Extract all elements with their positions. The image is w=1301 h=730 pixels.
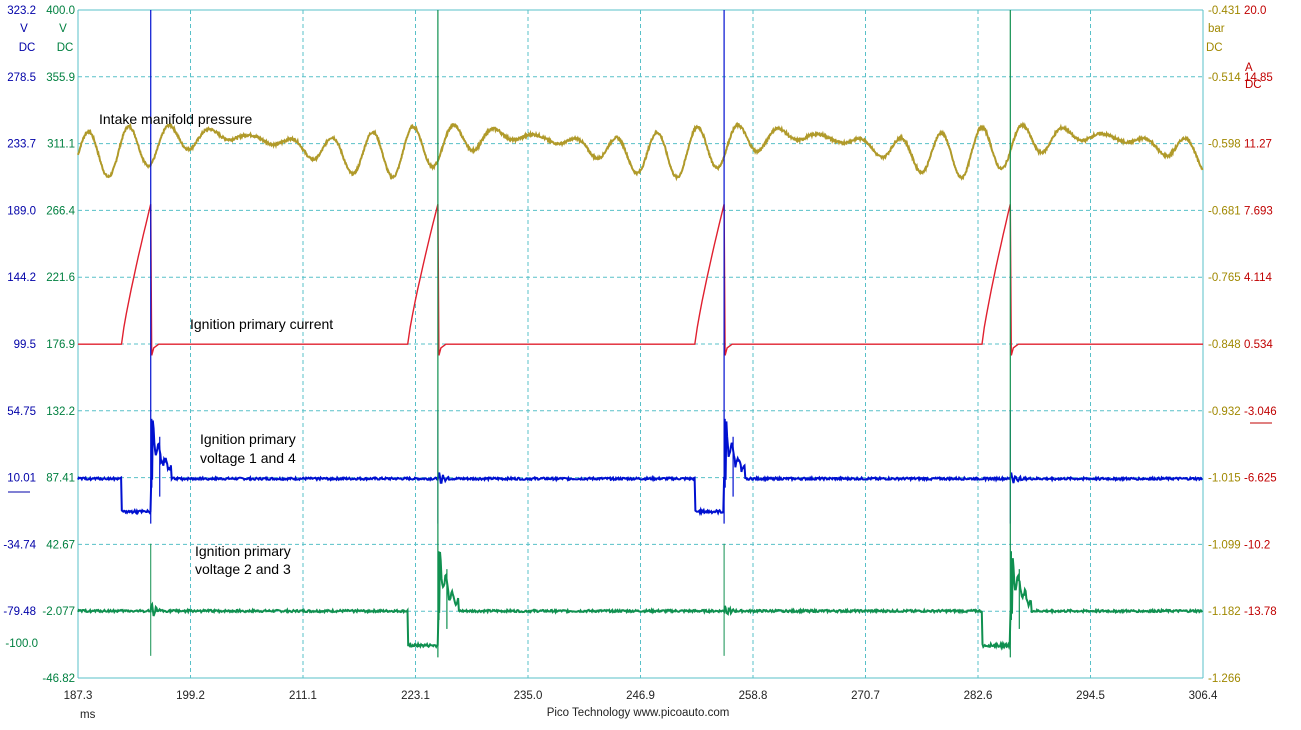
series-label-intake: Intake manifold pressure: [99, 111, 253, 127]
series-label-current: Ignition primary current: [190, 316, 333, 332]
x-tick-label: 294.5: [1076, 690, 1105, 702]
y-tick-label: -1.182: [1208, 606, 1241, 618]
y-tick-label: -1.099: [1208, 539, 1241, 551]
y-tick-label: -0.765: [1208, 272, 1241, 284]
x-tick-label: 270.7: [851, 690, 880, 702]
y-unit-label: DC: [19, 42, 36, 54]
y-tick-label: 54.75: [7, 406, 36, 418]
y-tick-label: 355.9: [46, 72, 75, 84]
series-label-v14: Ignition primary: [200, 431, 296, 447]
y-unit-label: DC: [1245, 79, 1262, 91]
y-tick-label: 278.5: [7, 72, 36, 84]
y-unit-label: DC: [57, 42, 74, 54]
y-tick-label: 221.6: [46, 272, 75, 284]
y-tick-label: -46.82: [42, 673, 75, 685]
trace-intake-pressure: [77, 121, 1204, 182]
y-tick-label: 14.85: [1244, 72, 1273, 84]
footer-brand: Pico Technology www.picoauto.com: [547, 707, 730, 719]
x-tick-label: 211.1: [289, 690, 317, 702]
x-tick-label: 306.4: [1189, 690, 1218, 702]
y-tick-label: 311.1: [47, 139, 75, 151]
y-unit-label: V: [59, 23, 67, 35]
labels: 187.3 199.2 211.1 223.1 235.0 246.9 258.8 270.7…: [3, 5, 1276, 721]
x-tick-label: 282.6: [964, 690, 993, 702]
y-tick-label: -0.681: [1208, 205, 1241, 217]
y-tick-label: 0.534: [1244, 339, 1273, 351]
y-unit-label: bar: [1208, 23, 1225, 35]
y-tick-label: -0.848: [1208, 339, 1241, 351]
y-tick-label: 4.114: [1244, 272, 1273, 284]
y-tick-label: -0.431: [1208, 5, 1241, 17]
y-tick-label: 323.2: [7, 5, 36, 17]
trace-voltage-2-3: [77, 10, 1204, 658]
y-tick-label: -3.046: [1244, 406, 1277, 418]
traces: [77, 10, 1204, 658]
y-unit-label: A: [1245, 62, 1253, 74]
y-tick-label: 20.0: [1244, 5, 1266, 17]
trace-ignition-current: [78, 204, 1203, 356]
trace-voltage-1-4: [77, 10, 1204, 524]
y-tick-label: 176.9: [46, 339, 75, 351]
y-tick-label: 233.7: [7, 139, 36, 151]
series-label-v23-2: voltage 2 and 3: [195, 561, 291, 577]
y-tick-label: -10.2: [1244, 539, 1270, 551]
y-tick-label: -13.78: [1244, 606, 1277, 618]
x-tick-label: 235.0: [514, 690, 543, 702]
y-tick-label: 189.0: [7, 205, 36, 217]
x-unit-label: ms: [80, 709, 96, 721]
x-tick-label: 258.8: [739, 690, 768, 702]
y-tick-label: 87.41: [46, 473, 75, 485]
y-tick-label: -79.48: [3, 606, 36, 618]
y-tick-label: 10.01: [7, 473, 36, 485]
y-tick-label: 266.4: [46, 205, 75, 217]
y-tick-label: -1.015: [1208, 473, 1241, 485]
y-tick-label: -100.0: [5, 638, 38, 650]
y-tick-label: 7.693: [1244, 205, 1273, 217]
y-tick-label: -0.514: [1208, 72, 1241, 84]
x-tick-label: 199.2: [176, 690, 205, 702]
y-tick-label: -0.932: [1208, 406, 1241, 418]
y-tick-label: -0.598: [1208, 139, 1241, 151]
series-label-v14-2: voltage 1 and 4: [200, 450, 296, 466]
axes: [8, 422, 1272, 493]
trace-voltage-1-4-line: [77, 420, 1204, 517]
y-tick-label: 144.2: [7, 272, 36, 284]
y-tick-label: -6.625: [1244, 473, 1277, 485]
x-tick-label: 187.3: [64, 690, 93, 702]
x-tick-label: 246.9: [626, 690, 655, 702]
trace-voltage-2-3-line: [77, 551, 1204, 651]
y-unit-label: V: [20, 23, 28, 35]
y-tick-label: 11.27: [1244, 139, 1272, 151]
y-tick-label: -1.266: [1208, 673, 1241, 685]
x-tick-label: 223.1: [401, 690, 430, 702]
y-tick-label: 132.2: [46, 406, 75, 418]
y-tick-label: -34.74: [3, 539, 36, 551]
y-unit-label: DC: [1206, 42, 1223, 54]
y-tick-label: 42.67: [46, 539, 75, 551]
y-tick-label: 400.0: [46, 5, 75, 17]
series-label-v23: Ignition primary: [195, 543, 291, 559]
y-tick-label: 99.5: [14, 339, 36, 351]
y-tick-label: -2.077: [42, 606, 75, 618]
